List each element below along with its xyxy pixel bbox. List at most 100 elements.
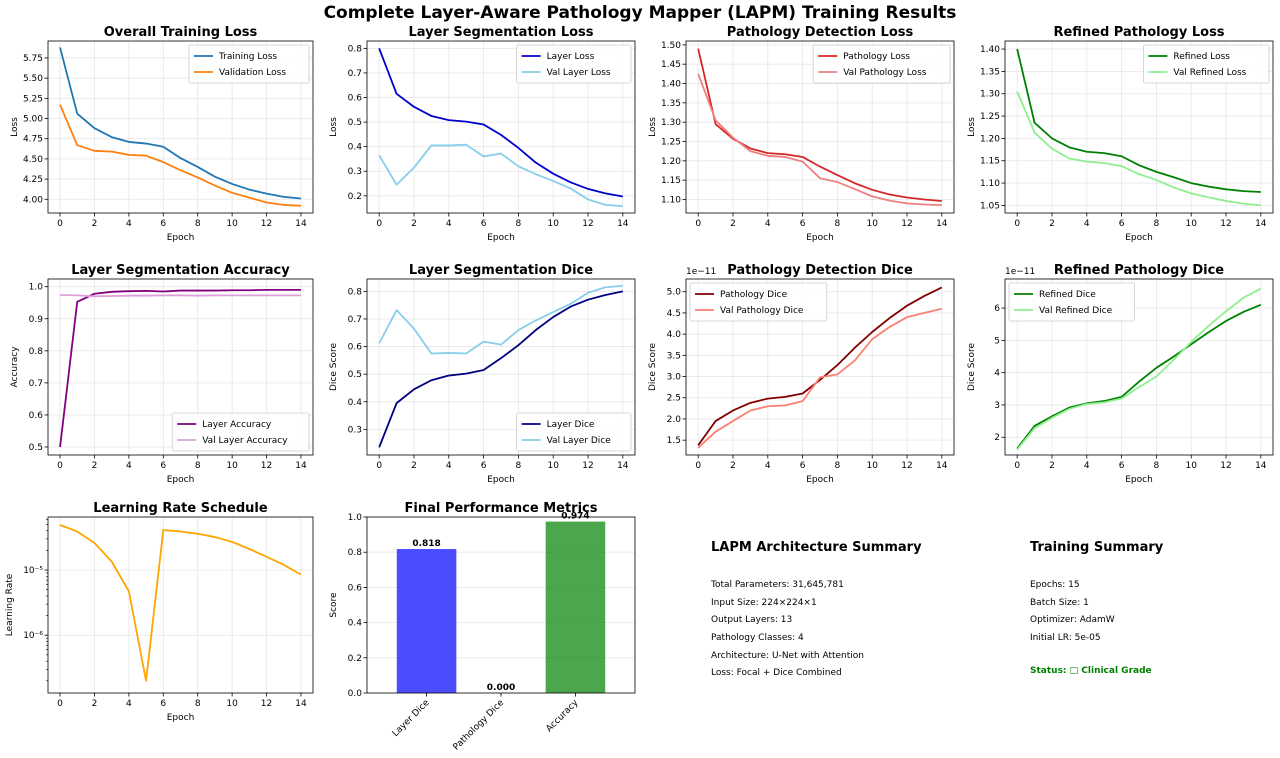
x-tick-label: 12 [901, 461, 912, 471]
x-tick-label: 8 [516, 461, 522, 471]
y-tick-label: 3.0 [667, 373, 682, 383]
x-tick-label: 2 [92, 219, 98, 229]
y-tick-label: 0.6 [348, 343, 363, 353]
y-tick-label: 1.50 [661, 41, 681, 51]
x-tick-label: 0 [376, 461, 382, 471]
y-tick-label: 0.8 [348, 44, 363, 54]
bar-layer-dice [397, 549, 457, 693]
x-tick-label: 12 [261, 219, 272, 229]
grid [48, 517, 313, 693]
arch-line-input-size: Input Size: 224×224×1 [711, 595, 922, 613]
legend: Refined LossVal Refined Loss [1143, 45, 1269, 83]
category-label: Pathology Dice [452, 698, 507, 753]
y-tick-label: 1.0 [348, 513, 363, 523]
legend: Layer AccuracyVal Layer Accuracy [172, 413, 309, 451]
y-tick-label: 0.0 [348, 689, 363, 699]
x-tick-label: 2 [1049, 219, 1055, 229]
y-tick-label: 5.0 [667, 288, 682, 298]
y-tick-label: 1.15 [661, 176, 681, 186]
arch-line-parameters: Total Parameters: 31,645,781 [711, 577, 922, 595]
x-tick-label: 4 [126, 219, 132, 229]
x-tick-label: 14 [1255, 461, 1267, 471]
y-tick-label: 1.20 [980, 134, 1000, 144]
legend-entry: Refined Dice [1039, 290, 1096, 300]
legend-entry: Pathology Loss [843, 52, 910, 62]
chart-lr_schedule: 10⁻⁶10⁻⁵0 2 4 6 8 10 12 14Learning Rate Schedul… [5, 501, 313, 723]
series-line-refined-dice [1017, 305, 1261, 449]
legend-entry: Val Refined Loss [1173, 68, 1246, 78]
x-axis-label: Epoch [806, 475, 834, 485]
x-tick-label: 6 [160, 461, 166, 471]
x-tick-label: 14 [936, 219, 948, 229]
y-tick-label: 0.4 [348, 143, 363, 153]
chart-title: Learning Rate Schedule [93, 501, 268, 516]
y-tick-label: 0.9 [29, 315, 44, 325]
x-tick-label: 14 [295, 219, 307, 229]
chart-title: Refined Pathology Dice [1054, 263, 1224, 278]
legend-entry: Val Layer Dice [547, 436, 612, 446]
x-tick-label: 2 [730, 219, 736, 229]
x-tick-label: 0 [1014, 461, 1020, 471]
y-tick-label: 5.25 [23, 94, 43, 104]
y-tick-label: 0.2 [348, 192, 362, 202]
legend-entry: Val Pathology Loss [843, 68, 927, 78]
x-tick-label: 8 [835, 461, 841, 471]
x-tick-label: 4 [446, 219, 452, 229]
x-tick-label: 10 [1185, 461, 1197, 471]
training-line-batch-size: Batch Size: 1 [1030, 595, 1163, 613]
chart-final_metrics: 0.00.20.40.60.81.00.818Layer Dice0.000Pa… [329, 501, 635, 753]
y-tick-label: 4.5 [667, 309, 681, 319]
x-tick-label: 2 [411, 461, 417, 471]
x-tick-label: 8 [516, 219, 522, 229]
x-tick-label: 14 [936, 461, 948, 471]
y-tick-label: 0.8 [348, 548, 363, 558]
x-tick-label: 8 [835, 219, 841, 229]
y-tick-label: 5.50 [23, 74, 43, 84]
legend: Refined Dice Val Refined Dice [1009, 283, 1135, 321]
x-tick-label: 4 [1084, 219, 1090, 229]
x-tick-label: 12 [1220, 461, 1231, 471]
x-tick-label: 10 [226, 219, 238, 229]
x-tick-label: 0 [57, 219, 63, 229]
x-tick-label: 8 [195, 699, 201, 709]
legend: Layer Loss Val Layer Loss [517, 45, 631, 83]
y-tick-label: 4.75 [23, 135, 43, 145]
y-tick-label: 1.35 [980, 67, 1000, 77]
y-tick-label: 1.15 [980, 157, 1000, 167]
y-tick-label: 5 [994, 336, 1000, 346]
y-tick-label: 4.50 [23, 155, 43, 165]
y-tick-label: 1.5 [667, 436, 681, 446]
x-tick-label: 12 [901, 219, 912, 229]
y-tick-label: 0.5 [29, 443, 43, 453]
x-tick-label: 6 [1119, 461, 1125, 471]
x-tick-label: 8 [1154, 461, 1160, 471]
y-tick-label: 2.0 [667, 415, 682, 425]
y-tick-label: 1.35 [661, 99, 681, 109]
bar-value-label: 0.000 [487, 683, 515, 693]
legend-entry: Validation Loss [219, 68, 286, 78]
x-tick-label: 10 [866, 219, 878, 229]
x-tick-label: 10 [226, 699, 238, 709]
chart-title: Final Performance Metrics [404, 501, 597, 516]
x-tick-label: 8 [195, 461, 201, 471]
series-line-val-layer-dice [379, 286, 623, 354]
arch-line-loss: Loss: Focal + Dice Combined [711, 665, 922, 683]
y-tick-label: 1.20 [661, 157, 681, 167]
y-tick-label: 0.6 [348, 94, 363, 104]
y-tick-label: 10⁻⁵ [23, 566, 43, 576]
arch-line-architecture: Architecture: U-Net with Attention [711, 648, 922, 666]
legend-entry: Layer Accuracy [202, 420, 272, 430]
y-tick-label: 0.4 [348, 619, 363, 629]
chart-title: Layer Segmentation Accuracy [71, 263, 290, 278]
x-tick-label: 14 [1255, 219, 1267, 229]
chart-title: Pathology Detection Dice [727, 263, 913, 278]
series-line-val-pathology-loss [698, 74, 942, 205]
x-tick-label: 0 [57, 699, 63, 709]
y-tick-label: 0.7 [348, 69, 362, 79]
x-tick-label: 8 [1154, 219, 1160, 229]
chart-refined_path_loss: 1.05 1.10 1.15 1.20 1.25 1.30 1.35 1.40 0 2 4 6 8 10 1… [967, 25, 1273, 243]
series-line-val-pathology-dice [698, 309, 942, 448]
x-tick-label: 10 [866, 461, 878, 471]
y-axis-label: Loss [10, 117, 20, 137]
y-axis-label: Dice Score [329, 343, 339, 391]
